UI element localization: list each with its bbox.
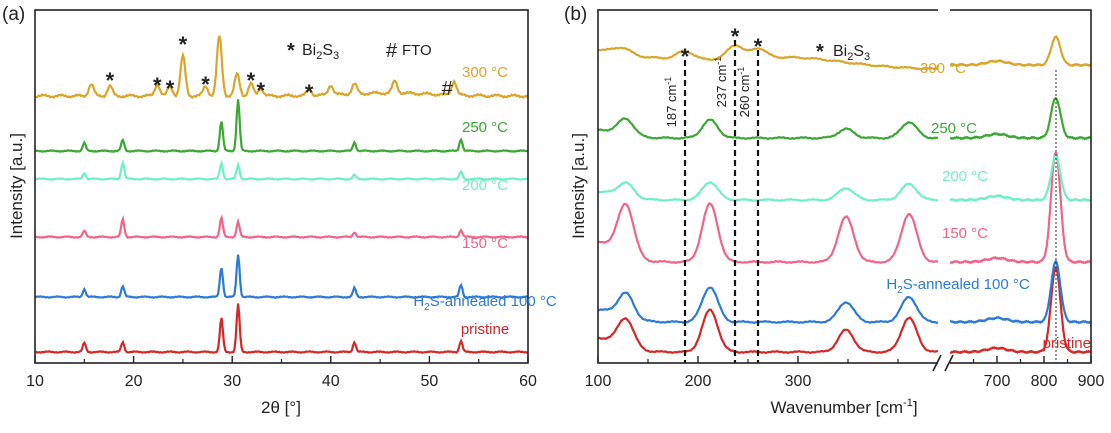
panel-a-star-marker: *	[106, 68, 115, 93]
panel-a-tick-label: 30	[223, 373, 241, 390]
panel-a-frame	[34, 9, 529, 364]
panel-b-series-line	[597, 286, 939, 325]
panel-a-series-line	[34, 254, 529, 299]
panel-b-reference-lines: 187 cm-1*237 cm-1*260 cm-1*	[663, 24, 763, 363]
panel-a-tick-label: 40	[322, 373, 340, 390]
panel-b-star-marker: *	[754, 34, 763, 59]
panel-b-series-line	[597, 44, 940, 71]
panel-b: (b) 187 cm-1*237 cm-1*260 cm-1* 100 200 30…	[564, 4, 1104, 417]
panel-a-tick-label: 20	[125, 373, 143, 390]
panel-b-series-label: H2S-annealed 100 °C	[886, 276, 1029, 296]
panel-b-x-axis-label: Wavenumber [cm-1]	[770, 397, 917, 417]
panel-a-star-marker: *	[179, 32, 188, 57]
panel-b-tick-label: 100	[585, 373, 612, 390]
panel-a-tick-label: 10	[26, 373, 44, 390]
panel-b-axis-break-mark-2	[944, 354, 954, 372]
panel-b-series-label: 200 °C	[942, 168, 988, 185]
panel-a-hash-marker: #	[442, 78, 454, 100]
panel-a-legend-star: *	[287, 40, 295, 62]
panel-b-series-label: pristine	[1043, 335, 1091, 352]
panel-a-star-marker: *	[305, 80, 314, 105]
panel-a-series-label: 150 °C	[462, 235, 508, 252]
panel-a-tick-label: 60	[519, 373, 537, 390]
panel-a-series-label: H2S-annealed 100 °C	[413, 293, 556, 313]
panel-a-star-marker: *	[166, 76, 175, 101]
panel-b-legend-bi2s3: Bi2S3	[833, 43, 870, 63]
panel-b-tick-label: 300	[785, 373, 812, 390]
panel-b-series-line	[949, 266, 1092, 355]
panel-b-series-line	[597, 117, 939, 141]
panel-b-series-line	[597, 201, 939, 264]
panel-a-series-label: 300 °C	[462, 64, 508, 81]
panel-b-reference-label: 237 cm-1	[713, 57, 729, 108]
panel-a-star-marker: *	[247, 68, 256, 93]
panel-a-series-labels: pristine H2S-annealed 100 °C 150 °C 200 °C 2…	[413, 64, 556, 338]
panel-a-x-axis-label: 2θ [°]	[261, 398, 301, 417]
panel-a-label: (a)	[2, 4, 25, 25]
panel-a-peak-markers: * * *** * * * #	[106, 32, 454, 105]
panel-a-series-line	[34, 99, 529, 153]
panel-a-series-line	[35, 303, 529, 354]
panel-b-series	[597, 35, 1092, 355]
panel-a-series-line	[34, 159, 529, 181]
panel-b-series-label: 150 °C	[942, 225, 988, 242]
panel-b-tick-label: 700	[984, 373, 1011, 390]
panel-a-y-axis-label: Intensity [a.u.]	[7, 133, 26, 239]
panel-b-x-ticks: 100 200 300 700 800 900	[585, 356, 1105, 390]
panel-b-reference-label: 187 cm-1	[663, 77, 679, 128]
panel-b-label: (b)	[564, 4, 587, 25]
panel-b-frame	[597, 9, 1092, 364]
panel-b-axis-break-gap	[938, 8, 950, 366]
panel-a-star-marker: *	[201, 72, 210, 97]
panel-b-y-axis-label: Intensity [a.u.]	[569, 133, 588, 239]
panel-b-series-line	[597, 180, 939, 203]
panel-a-series	[34, 35, 529, 354]
panel-b-series-line	[949, 151, 1092, 265]
panel-b-star-marker: *	[731, 24, 740, 49]
panel-a-tick-label: 50	[421, 373, 439, 390]
panel-a-star-marker: *	[257, 78, 266, 103]
panel-a: (a) 10 20 30 40 50 60 2θ [°] Intensity [a.u.]…	[2, 4, 557, 417]
panel-b-series-label: 250 °C	[931, 120, 977, 137]
panel-a-legend-fto: FTO	[402, 42, 432, 59]
panel-b-series-line	[949, 153, 1092, 203]
panel-b-tick-label: 900	[1078, 373, 1105, 390]
panel-b-series-labels: pristine H2S-annealed 100 °C 150 °C 200 °C 2…	[886, 60, 1091, 352]
panel-a-series-line	[34, 214, 529, 239]
panel-b-legend-star: *	[816, 41, 824, 63]
panel-b-series-line	[597, 308, 939, 355]
panel-a-series-label: 200 °C	[462, 177, 508, 194]
panel-b-axis-break-mark-1	[932, 354, 942, 372]
panel-a-legend-bi2s3: Bi2S3	[302, 42, 339, 62]
panel-b-series-line	[949, 35, 1092, 68]
panel-a-star-marker: *	[153, 73, 162, 98]
panel-a-x-ticks: 10 20 30 40 50 60	[26, 356, 537, 390]
panel-b-tick-label: 800	[1031, 373, 1058, 390]
panel-b-series-label: 300 °C	[920, 60, 966, 77]
panel-b-series-line	[949, 96, 1092, 141]
panel-a-series-label: pristine	[461, 321, 509, 338]
panel-b-star-marker: *	[681, 44, 690, 69]
panel-b-series-line	[949, 258, 1092, 325]
panel-b-reference-label: 260 cm-1	[736, 67, 752, 118]
panel-b-tick-label: 200	[685, 373, 712, 390]
panel-a-legend-hash: #	[386, 40, 398, 62]
panel-a-series-label: 250 °C	[462, 119, 508, 136]
panel-a-series-line	[34, 35, 529, 99]
